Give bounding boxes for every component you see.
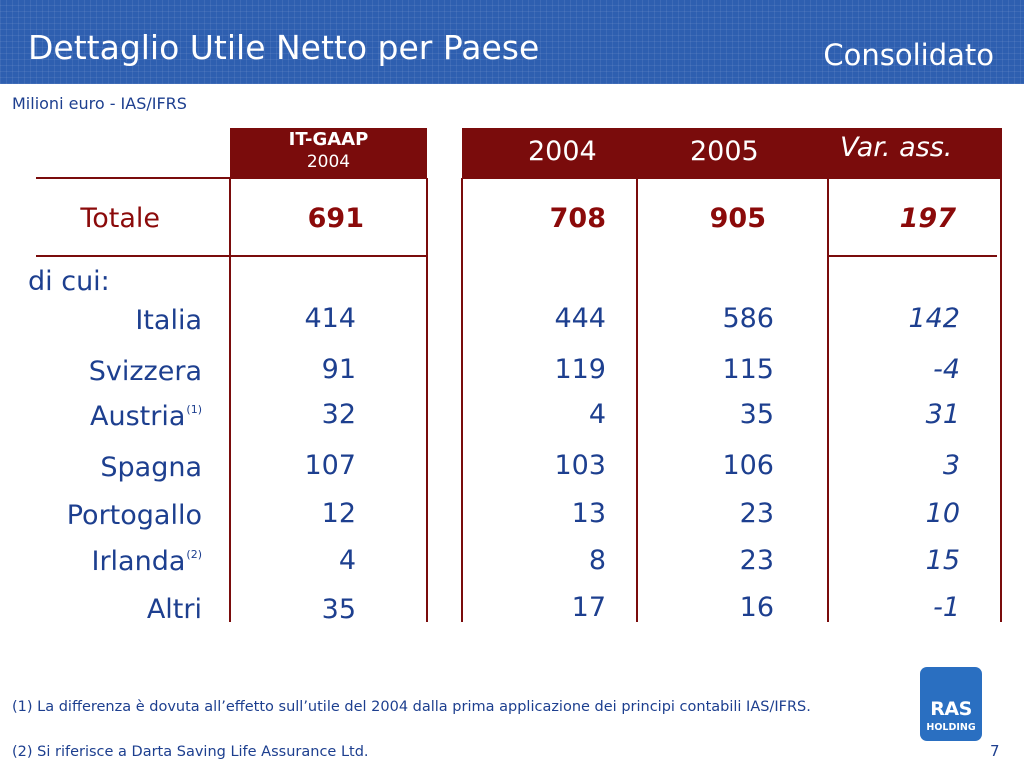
logo-subtext: HOLDING xyxy=(926,722,976,733)
value-2004: 13 xyxy=(571,498,606,529)
country-name: Altri xyxy=(146,594,202,625)
country-name: Spagna xyxy=(100,452,202,483)
column-header-var: Var. ass. xyxy=(840,132,953,163)
column-divider xyxy=(636,178,638,622)
row-label: Altri xyxy=(2,594,202,625)
var-value: 15 xyxy=(925,545,960,576)
total-label: Totale xyxy=(80,203,160,234)
column-header-2005: 2005 xyxy=(690,136,759,167)
value-2005: 35 xyxy=(739,399,774,430)
column-divider xyxy=(426,178,428,622)
units-subtitle: Milioni euro - IAS/IFRS xyxy=(12,94,187,113)
value-2005: 16 xyxy=(739,592,774,623)
row-label: Austria(1) xyxy=(2,401,202,432)
total-2004: 708 xyxy=(549,203,606,234)
column-divider xyxy=(229,178,231,622)
value-2004: 17 xyxy=(571,592,606,623)
row-label: Irlanda(2) xyxy=(2,546,202,577)
row-label: Portogallo xyxy=(2,500,202,531)
gaap-value: 414 xyxy=(304,303,356,334)
it-gaap-label: IT-GAAP xyxy=(288,129,369,150)
row-label: Spagna xyxy=(2,452,202,483)
footnote-1: (1) La differenza è dovuta all’effetto s… xyxy=(12,699,811,715)
gaap-value: 35 xyxy=(321,594,356,625)
column-divider xyxy=(827,178,829,622)
value-2005: 115 xyxy=(722,354,774,385)
slide-title: Dettaglio Utile Netto per Paese xyxy=(28,28,540,67)
column-header-2004: 2004 xyxy=(528,136,597,167)
page-number: 7 xyxy=(990,742,1000,760)
value-2005: 106 xyxy=(722,450,774,481)
var-value: 142 xyxy=(908,303,960,334)
value-2004: 119 xyxy=(554,354,606,385)
value-2005: 586 xyxy=(722,303,774,334)
logo-text: RAS xyxy=(930,698,972,720)
footnote-marker: (1) xyxy=(186,403,202,416)
ias-columns-header: 2004 2005 Var. ass. xyxy=(462,128,1002,179)
value-2004: 8 xyxy=(588,545,606,576)
gaap-value: 12 xyxy=(321,498,356,529)
footnote-2: (2) Si riferisce a Darta Saving Life Ass… xyxy=(12,744,369,760)
row-divider xyxy=(36,255,426,257)
row-label: Italia xyxy=(2,305,202,336)
country-name: Svizzera xyxy=(88,356,202,387)
gaap-value: 4 xyxy=(338,545,356,576)
value-2005: 23 xyxy=(739,498,774,529)
column-divider xyxy=(461,178,463,622)
ras-holding-logo: RAS HOLDING xyxy=(920,667,982,741)
var-value: -1 xyxy=(933,592,960,623)
country-name: Austria xyxy=(90,401,186,432)
gaap-value: 107 xyxy=(304,450,356,481)
var-value: 3 xyxy=(942,450,960,481)
total-gaap: 691 xyxy=(307,203,364,234)
country-name: Irlanda xyxy=(91,546,186,577)
row-divider xyxy=(36,177,230,179)
consolidated-badge: Consolidato xyxy=(823,38,994,72)
total-var: 197 xyxy=(899,203,956,234)
value-2004: 103 xyxy=(554,450,606,481)
total-2005: 905 xyxy=(709,203,766,234)
row-label: Svizzera xyxy=(2,356,202,387)
country-name: Italia xyxy=(135,305,202,336)
value-2004: 4 xyxy=(588,399,606,430)
it-gaap-year: 2004 xyxy=(306,152,351,172)
gaap-value: 91 xyxy=(321,354,356,385)
it-gaap-column-header: IT-GAAP 2004 xyxy=(230,128,427,179)
of-which-label: di cui: xyxy=(28,266,110,297)
column-divider xyxy=(1000,178,1002,622)
slide-header: Dettaglio Utile Netto per Paese Consolid… xyxy=(0,0,1024,84)
country-name: Portogallo xyxy=(66,500,202,531)
var-value: 10 xyxy=(925,498,960,529)
value-2004: 444 xyxy=(554,303,606,334)
gaap-value: 32 xyxy=(321,399,356,430)
var-value: 31 xyxy=(925,399,960,430)
value-2005: 23 xyxy=(739,545,774,576)
var-value: -4 xyxy=(933,354,960,385)
footnote-marker: (2) xyxy=(186,548,202,561)
row-divider xyxy=(827,255,997,257)
